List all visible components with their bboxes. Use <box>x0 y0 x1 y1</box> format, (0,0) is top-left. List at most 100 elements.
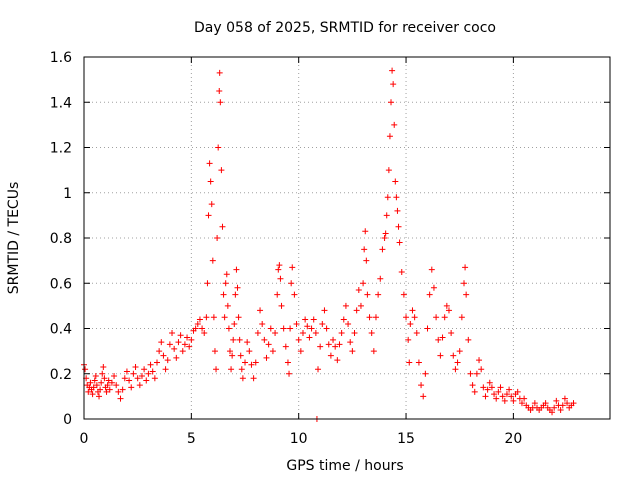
data-point <box>488 384 495 391</box>
y-tick-label: 0.6 <box>50 276 72 292</box>
data-point <box>104 382 111 389</box>
data-point <box>467 370 474 377</box>
data-point <box>106 386 113 393</box>
data-point <box>456 348 463 355</box>
data-point <box>90 384 97 391</box>
data-point <box>363 257 370 264</box>
data-point <box>389 67 396 74</box>
data-point <box>557 406 564 413</box>
data-point <box>465 336 472 343</box>
data-point <box>117 395 124 402</box>
data-point <box>366 314 373 321</box>
data-point <box>409 307 416 314</box>
data-point <box>461 280 468 287</box>
data-point <box>153 359 160 366</box>
data-point <box>403 314 410 321</box>
data-point <box>407 320 414 327</box>
data-point <box>217 99 224 106</box>
data-point <box>368 330 375 337</box>
data-point <box>395 223 402 230</box>
data-point <box>480 384 487 391</box>
x-tick-label: 15 <box>397 431 415 447</box>
data-point <box>288 280 295 287</box>
data-point <box>209 257 216 264</box>
data-point <box>462 264 469 271</box>
data-point <box>275 266 282 273</box>
data-point <box>349 348 356 355</box>
data-point <box>263 354 270 361</box>
data-point <box>435 336 442 343</box>
data-point <box>208 201 215 208</box>
data-point <box>315 366 322 373</box>
data-point <box>430 284 437 291</box>
data-point <box>308 325 315 332</box>
data-point <box>391 121 398 128</box>
data-point <box>406 359 413 366</box>
data-point <box>379 246 386 253</box>
data-point <box>508 393 515 400</box>
data-point <box>415 359 422 366</box>
data-point <box>82 366 89 373</box>
data-point <box>177 332 184 339</box>
data-point <box>219 223 226 230</box>
data-point <box>233 266 240 273</box>
data-point <box>115 388 122 395</box>
y-tick-label: 1 <box>63 186 72 202</box>
data-point <box>304 323 311 330</box>
data-point <box>420 393 427 400</box>
data-point <box>382 230 389 237</box>
data-point <box>433 314 440 321</box>
data-point <box>332 343 339 350</box>
y-tick-label: 0 <box>63 412 72 428</box>
data-point <box>392 178 399 185</box>
data-point <box>405 336 412 343</box>
data-point <box>437 352 444 359</box>
data-point <box>364 291 371 298</box>
x-axis-label: GPS time / hours <box>286 458 403 474</box>
data-point <box>510 397 517 404</box>
data-point <box>375 291 382 298</box>
data-point <box>317 343 324 350</box>
data-point <box>413 330 420 337</box>
data-point <box>272 330 279 337</box>
data-point <box>229 352 236 359</box>
data-point <box>542 400 549 407</box>
chart-title: Day 058 of 2025, SRMTID for receiver coc… <box>194 20 496 36</box>
data-point <box>238 366 245 373</box>
data-point <box>171 345 178 352</box>
data-point <box>362 228 369 235</box>
data-point <box>471 388 478 395</box>
data-point <box>221 314 228 321</box>
data-point <box>497 384 504 391</box>
data-point <box>175 339 182 346</box>
data-point <box>422 370 429 377</box>
y-tick-label: 1.2 <box>50 141 72 157</box>
data-point <box>299 330 306 337</box>
data-point <box>237 352 244 359</box>
data-point <box>188 336 195 343</box>
data-point <box>230 336 237 343</box>
data-point <box>501 397 508 404</box>
x-tick-labels: 0 5 10 15 20 <box>80 431 523 447</box>
data-point <box>113 382 120 389</box>
data-point <box>293 320 300 327</box>
data-point <box>164 357 171 364</box>
data-point <box>394 207 401 214</box>
data-point <box>384 194 391 201</box>
plot-frame <box>83 56 611 420</box>
data-point <box>156 348 163 355</box>
data-point <box>478 366 485 373</box>
data-point <box>261 336 268 343</box>
data-point <box>92 373 99 380</box>
data-point <box>388 99 395 106</box>
data-point <box>551 404 558 411</box>
y-tick-label: 0.4 <box>50 322 72 338</box>
data-point <box>250 375 257 382</box>
data-point <box>143 377 150 384</box>
data-point <box>119 386 126 393</box>
data-point <box>236 336 243 343</box>
data-point <box>239 375 246 382</box>
data-point <box>353 307 360 314</box>
data-point <box>458 314 465 321</box>
data-point <box>342 302 349 309</box>
